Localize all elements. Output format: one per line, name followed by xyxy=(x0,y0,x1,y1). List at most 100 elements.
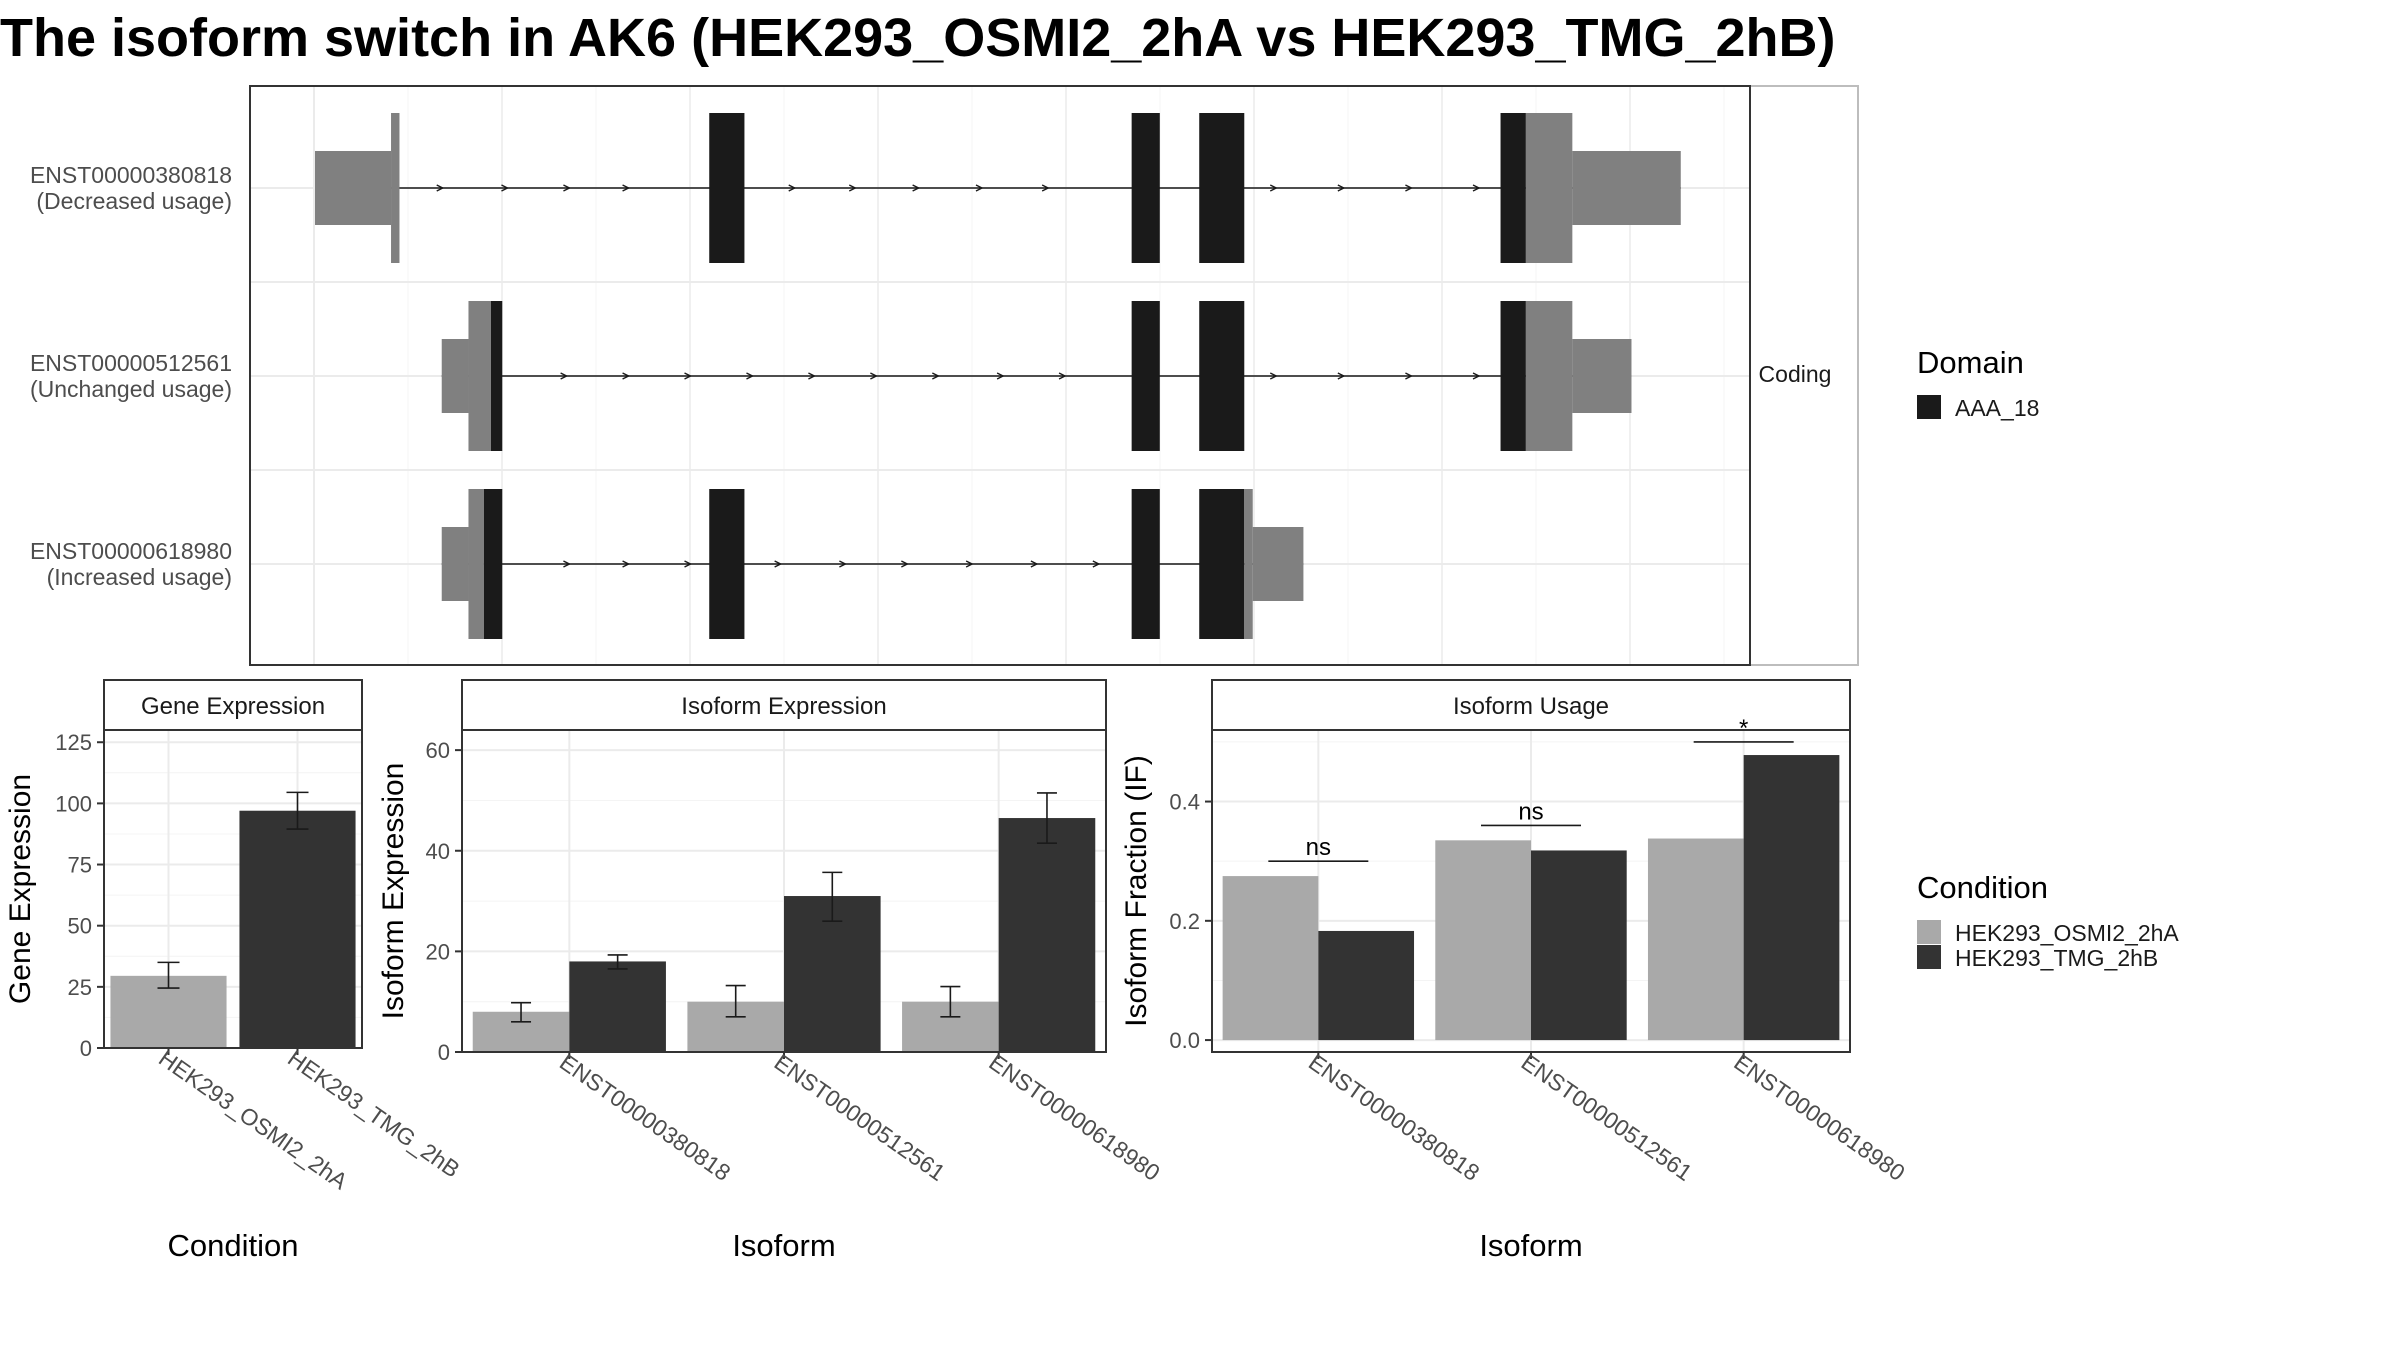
coding-segment xyxy=(468,489,484,639)
panel-border xyxy=(1211,729,1851,1053)
bar xyxy=(569,961,666,1052)
bar xyxy=(1743,755,1840,1041)
condition-legend-label-a: HEK293_OSMI2_2hA xyxy=(1955,920,2179,946)
utr-segment xyxy=(315,151,392,225)
x-tick-label: ENST00000380818 xyxy=(1304,1049,1484,1186)
domain-segment xyxy=(491,301,503,451)
intron-arrow xyxy=(1337,184,1346,192)
bar xyxy=(1222,876,1319,1041)
intron-arrow xyxy=(788,184,797,192)
significance-label: * xyxy=(1739,715,1748,742)
transcript-label-2-id: ENST00000618980 xyxy=(30,538,232,564)
transcript-label-0-status: (Decreased usage) xyxy=(36,188,232,214)
intron-arrow xyxy=(622,372,631,380)
domain-segment xyxy=(1199,301,1245,451)
y-tick-label: 100 xyxy=(55,791,92,816)
y-tick-label: 0 xyxy=(438,1040,450,1065)
x-tick-label: ENST00000512561 xyxy=(770,1049,950,1186)
intron-arrow xyxy=(1269,372,1278,380)
y-axis-label: Gene Expression xyxy=(4,774,37,1004)
condition-legend-title: Condition xyxy=(1917,870,2048,905)
panel-title: Isoform Usage xyxy=(1453,693,1609,720)
intron-arrow xyxy=(1472,372,1481,380)
panel-strip xyxy=(1211,679,1851,731)
domain-segment xyxy=(1199,489,1245,639)
bar xyxy=(1647,838,1744,1041)
domain-segment xyxy=(1131,113,1160,263)
utr-segment xyxy=(1252,527,1304,601)
intron-arrow xyxy=(848,184,857,192)
domain-segment xyxy=(1500,301,1526,451)
bar xyxy=(784,896,881,1052)
domain-segment xyxy=(1131,489,1160,639)
intron-arrow xyxy=(1405,372,1413,380)
intron-arrow xyxy=(932,372,940,380)
intron-arrow xyxy=(436,184,445,192)
utr-segment xyxy=(1572,151,1681,225)
bar xyxy=(1435,840,1531,1041)
y-tick-label: 125 xyxy=(55,730,92,755)
domain-legend: Domain AAA_18 xyxy=(1917,345,2039,421)
facet-strip-label: Coding xyxy=(1759,361,1832,387)
transcript-label-0-id: ENST00000380818 xyxy=(30,162,232,188)
y-tick-label: 75 xyxy=(68,853,92,878)
intron-arrow xyxy=(622,560,631,568)
structure-border xyxy=(249,85,1751,666)
domain-segment xyxy=(1131,301,1160,451)
intron-arrow xyxy=(1030,560,1039,568)
significance-label: ns xyxy=(1518,798,1543,825)
gene-structure-panel xyxy=(249,85,1859,666)
transcript-label-1-status: (Unchanged usage) xyxy=(30,376,232,402)
intron-arrow xyxy=(965,560,974,568)
domain-segment xyxy=(483,489,503,639)
intron-arrow xyxy=(1092,560,1101,568)
domain-segment xyxy=(709,489,745,639)
x-tick-label: ENST00000618980 xyxy=(1729,1049,1909,1186)
domain-segment xyxy=(1199,113,1245,263)
x-tick-label: ENST00000618980 xyxy=(984,1049,1164,1186)
y-tick-label: 25 xyxy=(68,975,92,1000)
intron-arrow xyxy=(501,184,510,192)
y-tick-label: 50 xyxy=(68,914,92,939)
coding-segment xyxy=(391,113,400,263)
intron-arrow xyxy=(1269,184,1278,192)
intron-arrow xyxy=(975,184,984,192)
intron-arrow xyxy=(1337,372,1346,380)
intron-arrow xyxy=(563,560,572,568)
intron-arrow xyxy=(560,372,569,380)
intron-arrow xyxy=(912,184,921,192)
intron-arrow xyxy=(563,184,572,192)
coding-segment xyxy=(1525,301,1573,451)
intron-arrow xyxy=(996,372,1005,380)
panel-strip xyxy=(103,679,363,731)
domain-segment xyxy=(709,113,745,263)
intron-arrow xyxy=(1041,184,1050,192)
panel-title: Isoform Expression xyxy=(681,693,886,720)
bar xyxy=(239,810,356,1048)
x-axis-label: Condition xyxy=(168,1228,299,1263)
significance-label: ns xyxy=(1306,834,1331,861)
y-tick-label: 40 xyxy=(426,839,450,864)
domain-legend-label: AAA_18 xyxy=(1955,395,2039,421)
condition-legend-key-a xyxy=(1917,920,1941,944)
y-tick-label: 0 xyxy=(80,1036,92,1061)
intron-arrow xyxy=(1472,184,1481,192)
utr-segment xyxy=(441,527,469,601)
y-tick-label: 0.4 xyxy=(1169,790,1200,815)
domain-legend-key xyxy=(1917,395,1941,419)
utr-segment xyxy=(441,339,469,413)
y-tick-label: 60 xyxy=(426,738,450,763)
intron-arrow xyxy=(746,372,755,380)
y-tick-label: 0.0 xyxy=(1169,1028,1200,1053)
x-tick-label: ENST00000380818 xyxy=(555,1049,735,1186)
intron-arrow xyxy=(839,560,847,568)
utr-segment xyxy=(1572,339,1632,413)
y-tick-label: 0.2 xyxy=(1169,909,1200,934)
y-axis-label: Isoform Fraction (IF) xyxy=(1120,755,1153,1027)
bar xyxy=(1318,930,1415,1041)
y-axis-label: Isoform Expression xyxy=(377,763,410,1020)
intron-arrow xyxy=(684,560,693,568)
x-tick-label: ENST00000512561 xyxy=(1517,1049,1697,1186)
